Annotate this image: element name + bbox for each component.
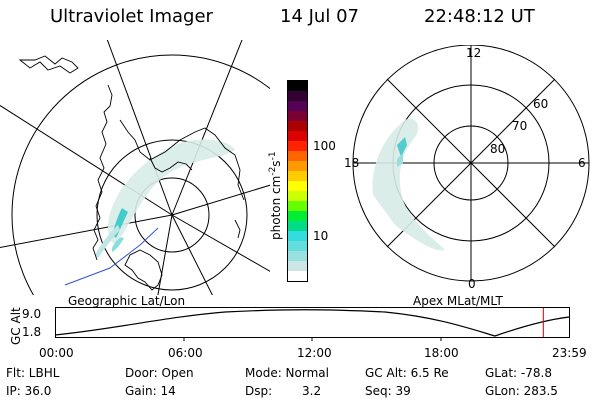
colorbar-segment bbox=[288, 181, 307, 191]
colorbar-unit-label: photon cm-2s-1 bbox=[268, 151, 283, 240]
glon-info: GLon: 283.5 bbox=[485, 384, 558, 398]
colorbar-tick-100: 100 bbox=[313, 139, 336, 153]
colorbar-segment bbox=[288, 171, 307, 181]
seq-info: Seq: 39 bbox=[365, 384, 411, 398]
altitude-xtick-0000: 00:00 bbox=[39, 346, 74, 360]
coastline bbox=[124, 249, 163, 291]
coastline bbox=[234, 219, 241, 239]
altitude-ytick-1: 1.8 bbox=[22, 325, 42, 339]
colorbar-segment bbox=[288, 151, 307, 161]
colorbar-segment bbox=[288, 141, 307, 151]
mlat-label-80: 80 bbox=[490, 142, 506, 156]
door-info: Door: Open bbox=[125, 366, 194, 380]
colorbar-segment bbox=[288, 111, 307, 121]
mlat-label-70: 70 bbox=[512, 119, 528, 133]
altitude-xtick-2359: 23:59 bbox=[552, 346, 587, 360]
apex-label: Apex MLat/MLT bbox=[413, 294, 503, 308]
colorbar-tick-10: 10 bbox=[313, 229, 329, 243]
geographic-label: Geographic Lat/Lon bbox=[68, 294, 186, 308]
satellite-track bbox=[64, 227, 159, 286]
colorbar-segment bbox=[288, 91, 307, 101]
colorbar-segment bbox=[288, 101, 307, 111]
colorbar-segment bbox=[288, 201, 307, 211]
altitude-xtick-1800: 18:00 bbox=[424, 346, 459, 360]
colorbar-segment bbox=[288, 231, 307, 241]
altitude-curve bbox=[55, 309, 570, 337]
geo-lat-circle bbox=[96, 139, 248, 291]
colorbar-segment bbox=[288, 251, 307, 261]
gain-info: Gain: 14 bbox=[125, 384, 176, 398]
colorbar-segment bbox=[288, 271, 307, 281]
instrument-title: Ultraviolet Imager bbox=[50, 6, 213, 27]
apex-polar-plot bbox=[352, 45, 590, 282]
altitude-xtick-0600: 06:00 bbox=[168, 346, 203, 360]
dsp-label: Dsp: bbox=[245, 384, 273, 398]
colorbar-segment bbox=[288, 131, 307, 141]
aurora-emission bbox=[112, 237, 124, 252]
gcalt-info: GC Alt: 6.5 Re bbox=[365, 366, 449, 380]
coastline bbox=[92, 84, 113, 261]
aurora-emission bbox=[397, 137, 407, 157]
filter-info: Flt: LBHL bbox=[6, 366, 60, 380]
geographic-map bbox=[0, 40, 270, 295]
colorbar-segment bbox=[288, 191, 307, 201]
altitude-ylabel: GC Alt bbox=[9, 307, 23, 345]
altitude-xtick-1200: 12:00 bbox=[297, 346, 332, 360]
mlt-label-12: 12 bbox=[466, 46, 482, 60]
mlat-label-60: 60 bbox=[533, 97, 549, 111]
colorbar-segment bbox=[288, 221, 307, 231]
ip-info: IP: 36.0 bbox=[6, 384, 52, 398]
mode-info: Mode: Normal bbox=[245, 366, 329, 380]
glat-info: GLat: -78.8 bbox=[485, 366, 552, 380]
altitude-plot bbox=[55, 307, 570, 341]
colorbar-segment bbox=[288, 81, 307, 91]
coastline bbox=[149, 157, 193, 173]
aurora-emission bbox=[372, 118, 445, 251]
color-bar bbox=[287, 80, 308, 282]
colorbar-segment bbox=[288, 241, 307, 251]
aurora-emission bbox=[108, 139, 235, 245]
time-label: 22:48:12 UT bbox=[424, 6, 535, 27]
mlt-label-18: 18 bbox=[344, 156, 360, 170]
aurora-emission bbox=[95, 225, 120, 258]
aurora-emission bbox=[397, 153, 403, 167]
date-label: 14 Jul 07 bbox=[280, 6, 359, 27]
coastline bbox=[18, 55, 79, 74]
mlt-label-6: 6 bbox=[578, 156, 586, 170]
mlt-label-0: 0 bbox=[468, 277, 476, 291]
geo-lat-circle bbox=[134, 177, 210, 253]
colorbar-segment bbox=[288, 121, 307, 131]
colorbar-segment bbox=[288, 211, 307, 221]
dsp-value: 3.2 bbox=[302, 384, 322, 398]
colorbar-segment bbox=[288, 161, 307, 171]
coastline bbox=[119, 119, 245, 201]
colorbar-segment bbox=[288, 261, 307, 271]
geo-lat-circle bbox=[11, 54, 270, 295]
altitude-ytick-9: 9.0 bbox=[22, 307, 42, 321]
